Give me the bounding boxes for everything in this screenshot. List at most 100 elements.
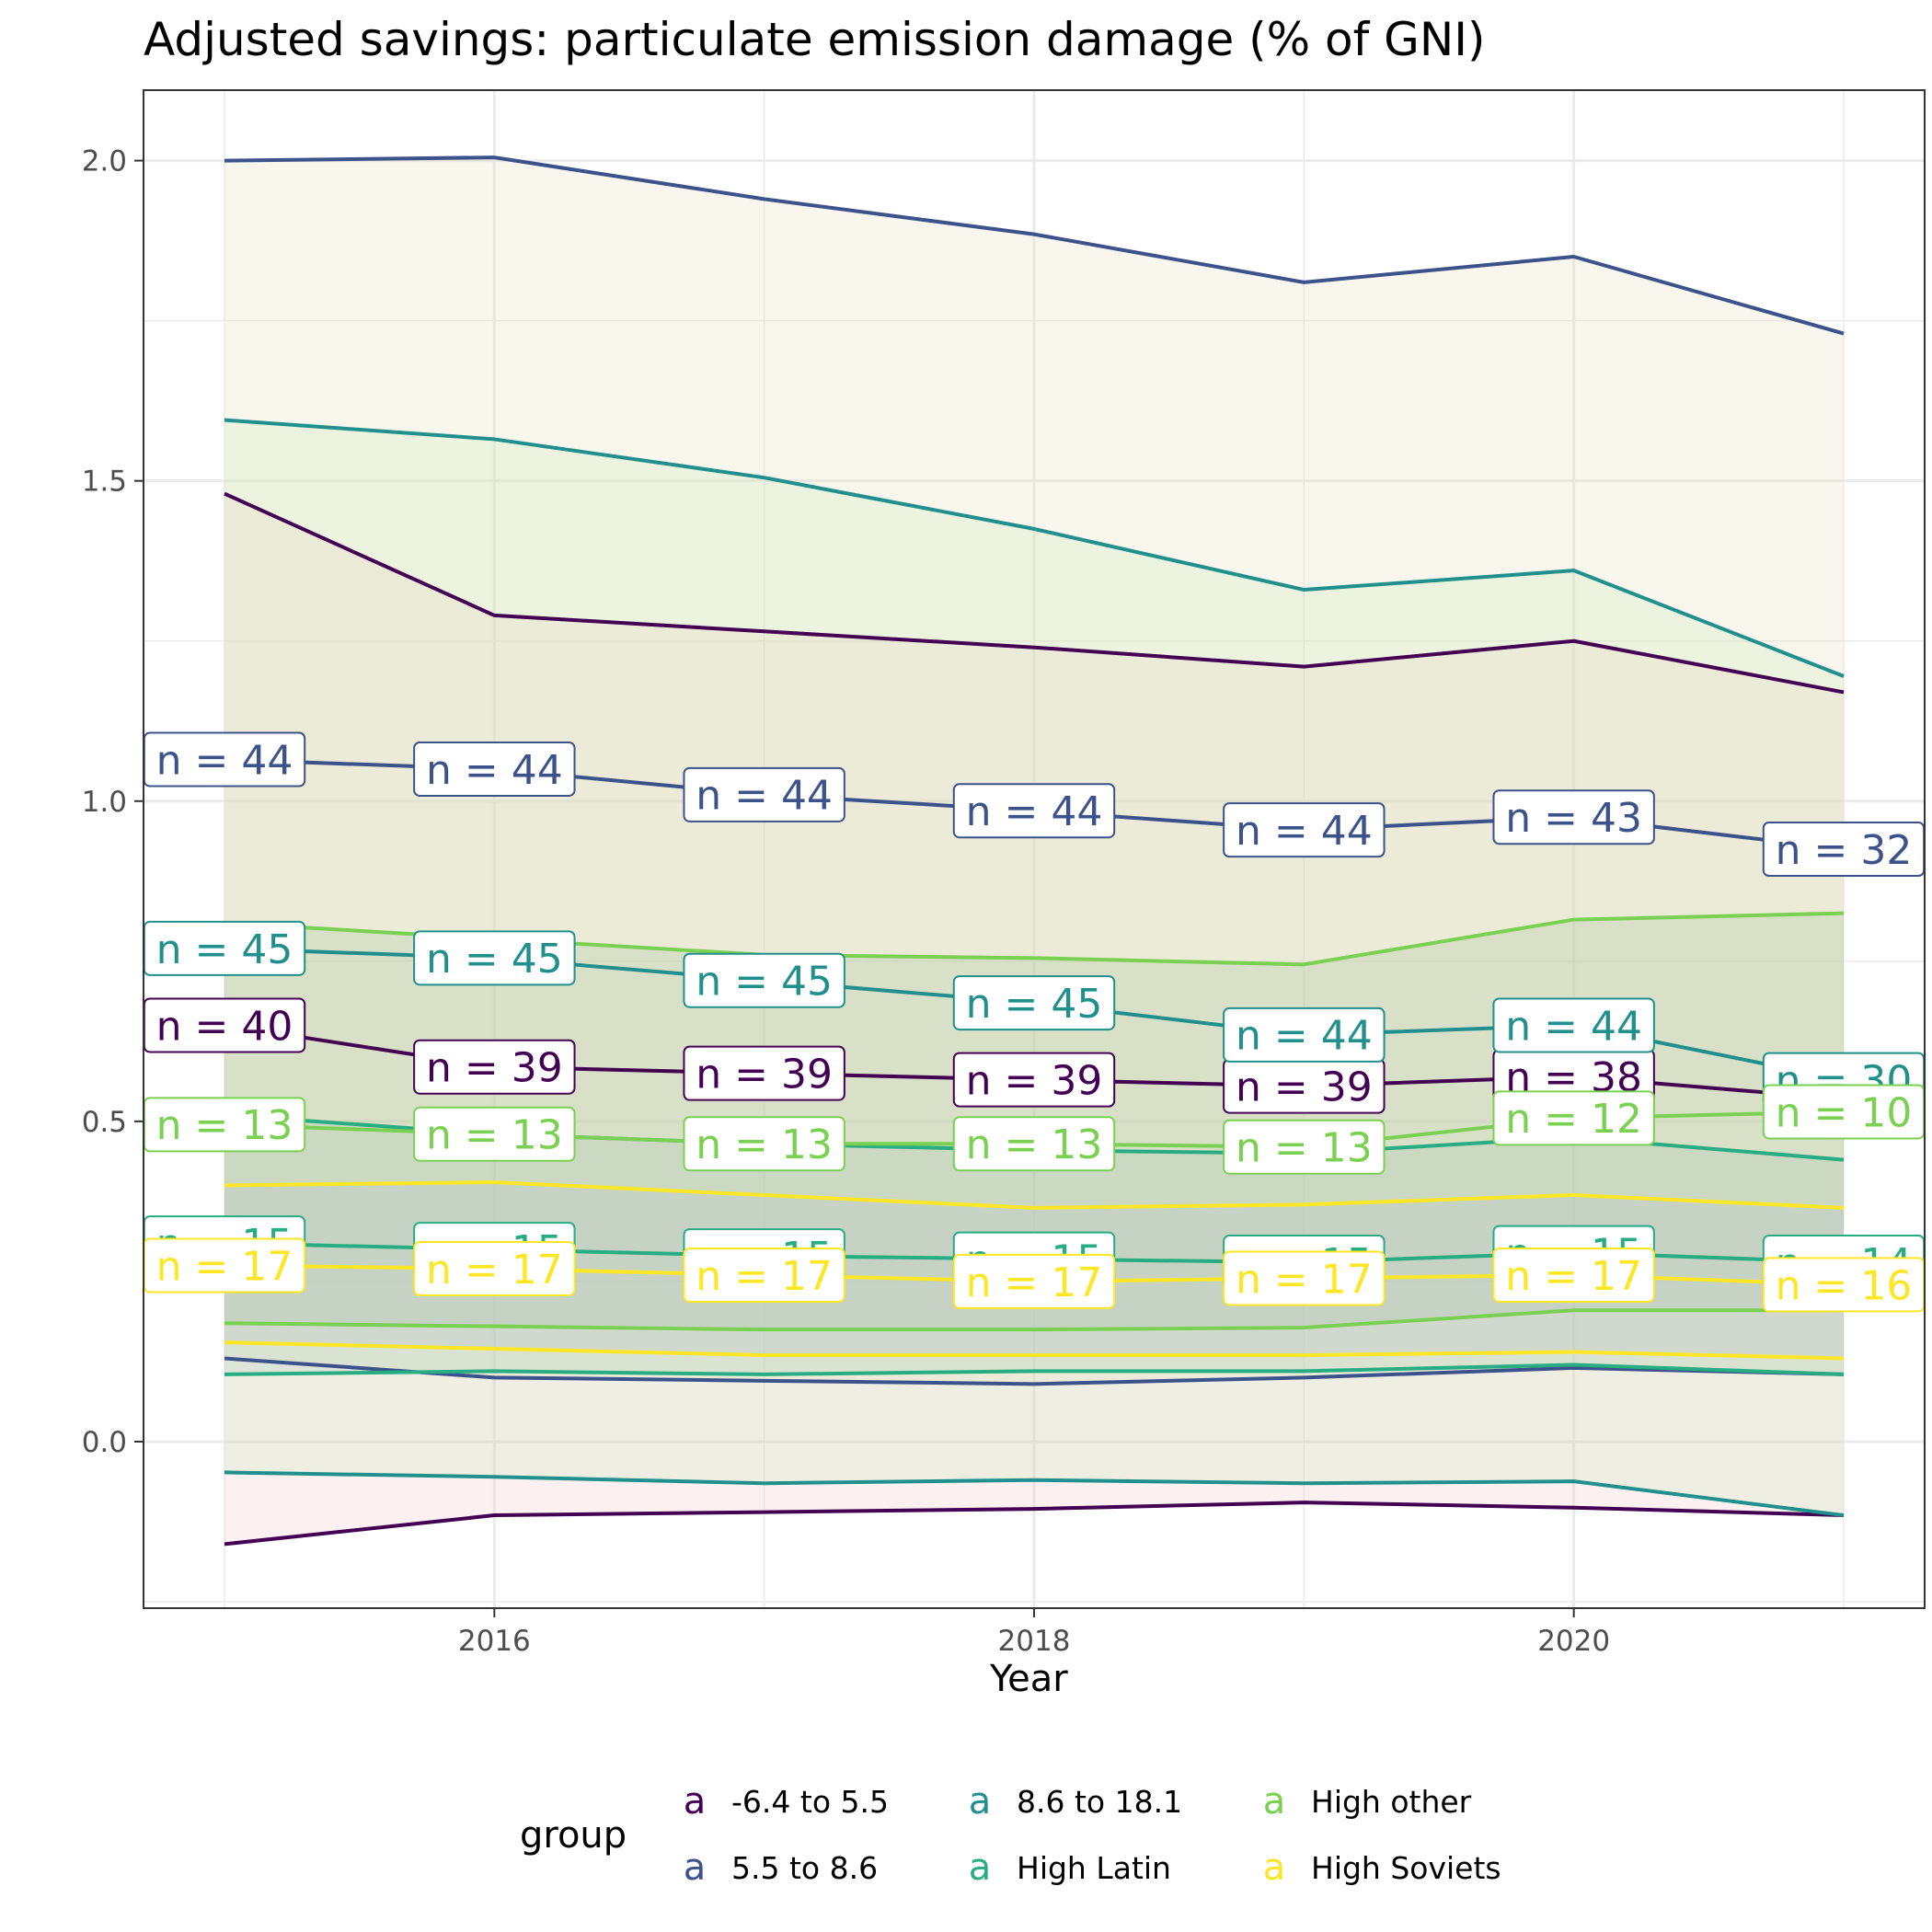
lower-line-high-soviets: [224, 1340, 1845, 1361]
legend-label-5: High other: [1311, 1783, 1472, 1820]
n-label-box: [1492, 789, 1655, 845]
n-label-box: [413, 1039, 576, 1095]
legend-label-2: 5.5 to 8.6: [731, 1849, 879, 1886]
n-label-8-6-to-18-1: n = 45: [413, 930, 576, 986]
n-label-6-4-to-5-5: n = 39: [1223, 1058, 1386, 1114]
n-label-high-soviets: n = 17: [1492, 1247, 1655, 1303]
n-label-box: [1223, 802, 1386, 858]
n-label-5-5-to-8-6: n = 44: [952, 783, 1116, 839]
n-label-high-other: n = 12: [1492, 1090, 1655, 1146]
x-tick-label: 2016: [458, 1625, 531, 1658]
n-label-text: n = 39: [966, 1057, 1103, 1104]
y-tick-label: 1.0: [82, 786, 127, 819]
n-label-box: [413, 741, 576, 797]
upper-line-6-4-to-5-5: [224, 491, 1845, 695]
n-label-5-5-to-8-6: n = 32: [1762, 822, 1926, 877]
n-label-text: n = 12: [1505, 1096, 1642, 1143]
n-label-text: n = 13: [1236, 1125, 1373, 1172]
legend-item-4: a High Latin: [961, 1840, 1171, 1895]
n-label-high-soviets: n = 17: [952, 1253, 1116, 1309]
n-label-text: n = 13: [426, 1112, 563, 1159]
upper-line-8-6-to-18-1: [224, 418, 1845, 678]
n-label-6-4-to-5-5: n = 39: [413, 1039, 576, 1095]
n-label-box: [683, 1116, 845, 1172]
legend-key-3: a: [968, 1780, 992, 1823]
n-label-text: n = 44: [966, 788, 1103, 835]
legend-item-2: a 5.5 to 8.6: [676, 1840, 878, 1895]
n-label-text: n = 44: [156, 737, 293, 784]
n-label-text: n = 17: [156, 1243, 293, 1290]
n-label-text: n = 17: [426, 1247, 563, 1294]
n-label-text: n = 45: [156, 926, 293, 973]
n-label-high-other: n = 13: [143, 1097, 306, 1153]
n-label-8-6-to-18-1: n = 45: [683, 952, 845, 1008]
n-label-5-5-to-8-6: n = 44: [143, 731, 306, 788]
n-label-8-6-to-18-1: n = 45: [143, 920, 306, 976]
n-label-text: n = 44: [696, 773, 833, 820]
n-label-high-other: n = 13: [683, 1116, 845, 1172]
n-label-6-4-to-5-5: n = 40: [143, 997, 306, 1053]
legend-item-1: a -6.4 to 5.5: [676, 1774, 889, 1829]
n-label-6-4-to-5-5: n = 39: [683, 1045, 845, 1101]
y-tick-label: 2.0: [82, 145, 127, 178]
y-tick-label: 1.5: [82, 466, 127, 499]
n-label-text: n = 32: [1776, 827, 1913, 874]
n-label-box: [952, 1253, 1116, 1309]
n-label-high-soviets: n = 17: [413, 1241, 576, 1297]
n-label-box: [413, 1106, 576, 1162]
n-label-text: n = 43: [1505, 795, 1642, 842]
legend-title: group: [520, 1814, 627, 1857]
n-label-high-soviets: n = 16: [1762, 1257, 1926, 1313]
x-tick-label: 2020: [1537, 1625, 1610, 1658]
lower-line-high-other: [224, 1308, 1844, 1332]
lower-line-5-5-to-8-6: [224, 1356, 1845, 1386]
n-label-8-6-to-18-1: n = 45: [952, 975, 1116, 1031]
n-label-layer: n = 40n = 39 n = 39 n = 39 n = 39 n = 38n = …: [143, 731, 1926, 1313]
legend-item-3: a 8.6 to 18.1: [961, 1774, 1182, 1829]
n-label-box: [413, 930, 576, 986]
ribbon-5-5-to-8-6: [224, 157, 1844, 1385]
n-label-high-soviets: n = 17: [683, 1247, 845, 1303]
n-label-box: [683, 1045, 845, 1101]
n-label-6-4-to-5-5: n = 39: [952, 1052, 1116, 1108]
legend-key-6: a: [1262, 1846, 1286, 1889]
legend-key-4: a: [968, 1846, 992, 1889]
n-label-box: [952, 1052, 1116, 1108]
n-label-high-soviets: n = 17: [1223, 1250, 1386, 1306]
y-tick-label: 0.0: [82, 1426, 127, 1459]
legend-key-2: a: [683, 1846, 707, 1889]
legend: group a -6.4 to 5.5 a 5.5 to 8.6 a 8.6 t…: [520, 1774, 1587, 1912]
x-axis-label: Year: [990, 1658, 1068, 1700]
n-label-high-soviets: n = 17: [143, 1237, 306, 1294]
n-label-high-other: n = 13: [1223, 1119, 1386, 1175]
n-label-text: n = 16: [1776, 1262, 1913, 1309]
n-label-8-6-to-18-1: n = 44: [1223, 1006, 1386, 1063]
n-label-box: [683, 952, 845, 1008]
n-label-box: [1492, 1090, 1655, 1146]
n-label-box: [1223, 1250, 1386, 1306]
legend-key-1: a: [683, 1780, 707, 1823]
n-label-text: n = 10: [1776, 1089, 1913, 1136]
ribbon-layer: [224, 157, 1844, 1545]
legend-label-4: High Latin: [1017, 1849, 1171, 1886]
n-label-high-other: n = 10: [1762, 1084, 1926, 1140]
y-tick-label: 0.5: [82, 1106, 127, 1139]
n-label-text: n = 13: [966, 1121, 1103, 1168]
legend-label-1: -6.4 to 5.5: [731, 1783, 889, 1820]
n-label-5-5-to-8-6: n = 43: [1492, 789, 1655, 845]
n-label-text: n = 44: [1236, 1013, 1373, 1060]
n-label-text: n = 39: [696, 1052, 833, 1098]
legend-label-6: High Soviets: [1311, 1849, 1501, 1886]
chart-title: Adjusted savings: particulate emission d…: [144, 13, 1486, 66]
legend-item-6: a High Soviets: [1256, 1840, 1501, 1895]
n-label-text: n = 13: [156, 1102, 293, 1149]
n-label-text: n = 17: [1236, 1256, 1373, 1303]
n-label-text: n = 44: [426, 747, 563, 794]
n-label-box: [683, 766, 845, 822]
x-tick-label: 2018: [998, 1625, 1071, 1658]
n-label-5-5-to-8-6: n = 44: [683, 766, 845, 822]
n-label-text: n = 40: [156, 1003, 293, 1050]
n-label-box: [1492, 1247, 1655, 1303]
ribbon-8-6-to-18-1: [224, 420, 1844, 1516]
